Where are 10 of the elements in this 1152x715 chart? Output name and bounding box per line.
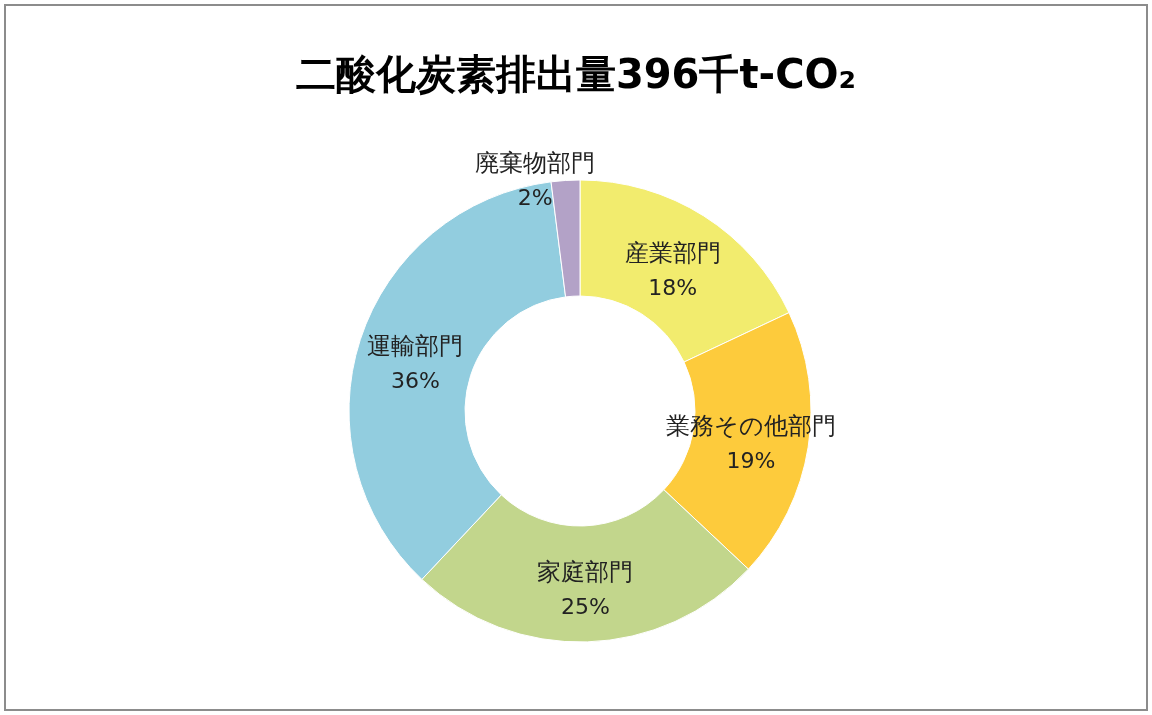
- data-label: 18%: [648, 274, 698, 300]
- data-label: 25%: [560, 593, 610, 619]
- data-label: 2%: [517, 185, 553, 211]
- data-label: 36%: [391, 367, 440, 393]
- slice-label: 産業部門: [624, 238, 721, 267]
- data-label: 19%: [726, 448, 776, 474]
- chart-title: 二酸化炭素排出量396千t-CO₂: [295, 51, 857, 97]
- slice-label: 廃棄物部門: [475, 149, 596, 178]
- slice-label: 家庭部門: [537, 557, 634, 586]
- slice-label: 運輸部門: [367, 331, 464, 360]
